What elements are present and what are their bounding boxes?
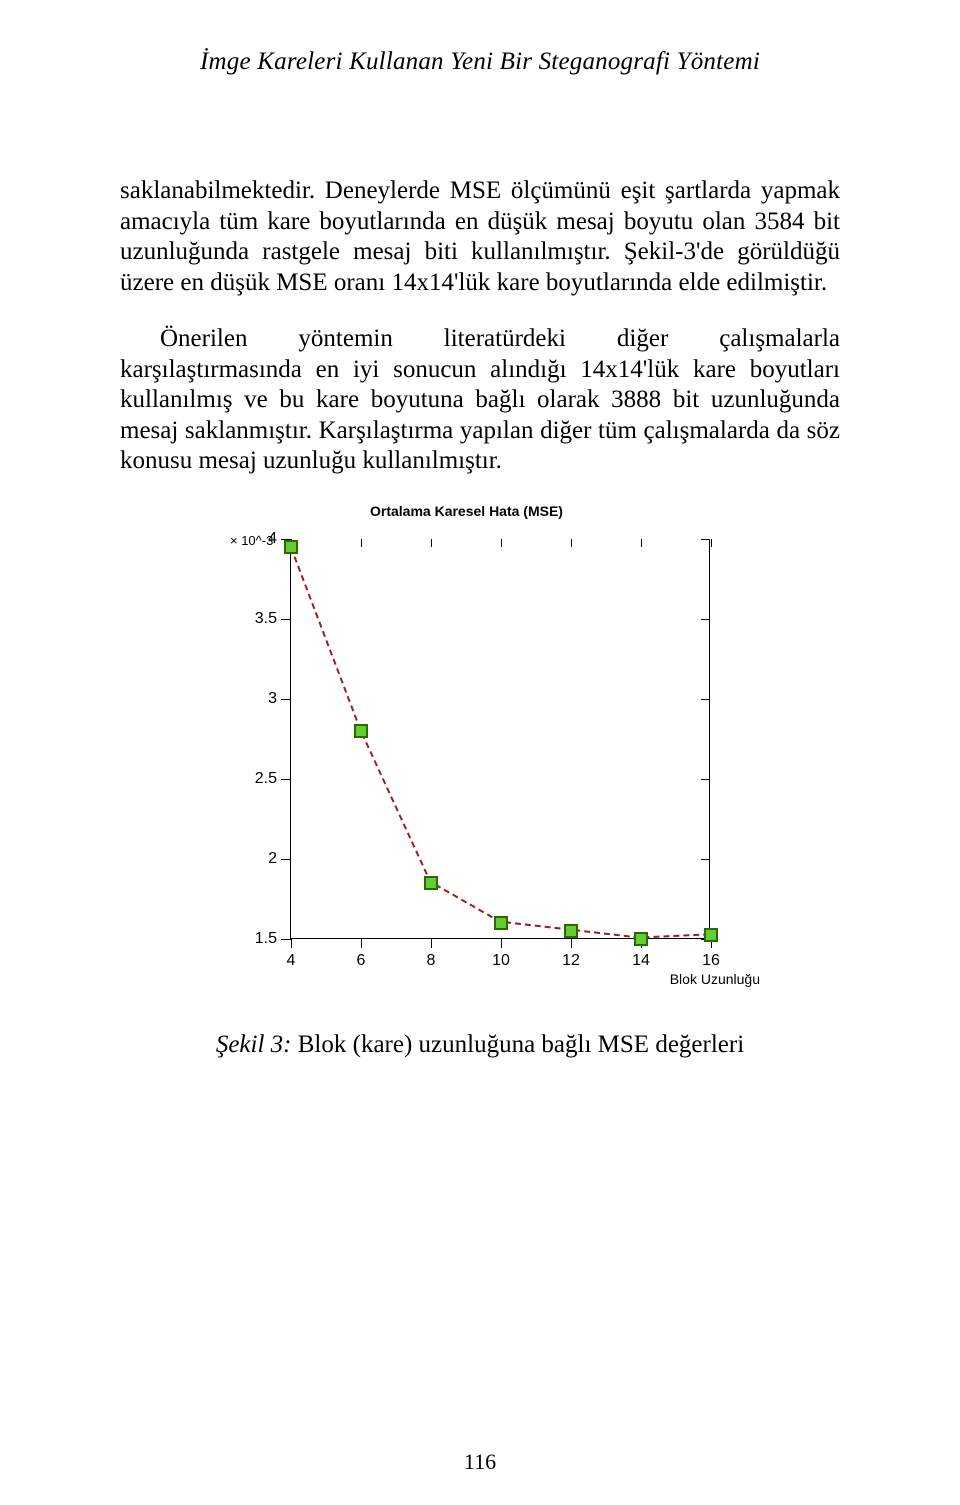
- chart-ytick-label: 1.5: [255, 930, 277, 948]
- chart-xtick: [501, 938, 502, 948]
- chart-ytick: [281, 619, 291, 620]
- chart-x-axis-label: Blok Uzunluğu: [670, 971, 760, 987]
- chart-ytick-label: 4: [268, 530, 277, 548]
- figure-caption-label: Şekil 3:: [216, 1031, 292, 1058]
- chart-xtick-label: 6: [357, 952, 366, 970]
- paragraph-2: Önerilen yöntemin literatürdeki diğer ça…: [120, 324, 840, 477]
- figure-3: Ortalama Karesel Hata (MSE) × 10^-3 1.52…: [120, 503, 840, 1059]
- chart-plot-area: 1.522.533.5446810121416: [290, 539, 710, 939]
- chart-ytick: [281, 939, 291, 940]
- figure-caption: Şekil 3: Blok (kare) uzunluğuna bağlı MS…: [216, 1031, 744, 1059]
- figure-caption-text: Blok (kare) uzunluğuna bağlı MSE değerle…: [292, 1031, 745, 1058]
- chart-line: [291, 539, 709, 938]
- chart-xtick-top: [501, 539, 502, 547]
- chart-ytick-label: 3.5: [255, 610, 277, 628]
- chart-xtick-label: 8: [427, 952, 436, 970]
- chart-ytick: [281, 779, 291, 780]
- chart-marker: [704, 928, 718, 942]
- mse-chart: Ortalama Karesel Hata (MSE) × 10^-3 1.52…: [200, 503, 760, 1003]
- chart-ytick-right: [701, 619, 709, 620]
- page-header-title: İmge Kareleri Kullanan Yeni Bir Steganog…: [120, 48, 840, 76]
- chart-xtick-label: 4: [287, 952, 296, 970]
- chart-xtick-label: 12: [562, 952, 580, 970]
- chart-xtick: [361, 938, 362, 948]
- chart-xtick: [291, 938, 292, 948]
- chart-ytick: [281, 859, 291, 860]
- chart-xtick: [431, 938, 432, 948]
- chart-xtick-top: [571, 539, 572, 547]
- chart-xtick-label: 14: [632, 952, 650, 970]
- chart-series-line: [291, 547, 709, 937]
- chart-marker: [354, 724, 368, 738]
- chart-ytick: [281, 699, 291, 700]
- chart-xtick-label: 10: [492, 952, 510, 970]
- paragraph-1: saklanabilmektedir. Deneylerde MSE ölçüm…: [120, 176, 840, 298]
- chart-marker: [564, 924, 578, 938]
- page-number: 116: [0, 1449, 960, 1475]
- chart-xtick-top: [711, 539, 712, 547]
- chart-ytick-label: 2.5: [255, 770, 277, 788]
- chart-ytick-label: 3: [268, 690, 277, 708]
- chart-marker: [494, 916, 508, 930]
- chart-title: Ortalama Karesel Hata (MSE): [370, 503, 563, 519]
- chart-ytick-right: [701, 779, 709, 780]
- chart-ytick-right: [701, 859, 709, 860]
- chart-xtick-top: [361, 539, 362, 547]
- chart-marker: [634, 932, 648, 946]
- chart-ytick-right: [701, 699, 709, 700]
- chart-xtick-top: [641, 539, 642, 547]
- chart-ytick-label: 2: [268, 850, 277, 868]
- chart-xtick-label: 16: [702, 952, 720, 970]
- chart-xtick: [571, 938, 572, 948]
- chart-marker: [284, 540, 298, 554]
- chart-marker: [424, 876, 438, 890]
- chart-xtick-top: [431, 539, 432, 547]
- chart-y-multiplier: × 10^-3: [230, 533, 273, 548]
- chart-ytick-right: [701, 539, 709, 540]
